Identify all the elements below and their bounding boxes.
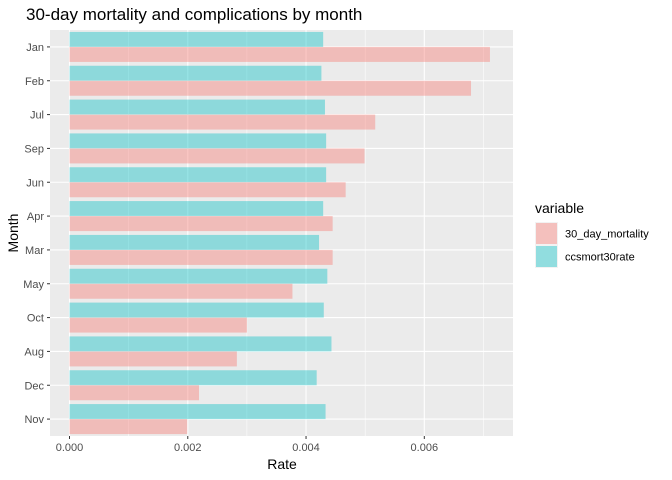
bar-ccsmort30rate (69, 99, 325, 115)
bar-30-day-mortality (69, 385, 200, 401)
y-tick-label: Apr (27, 211, 44, 223)
bar-30-day-mortality (69, 148, 365, 164)
legend-label: ccsmort30rate (565, 252, 635, 264)
x-tick-label: 0.006 (411, 442, 439, 454)
y-tick-label: Oct (27, 313, 44, 325)
legend: variable 30_day_mortality ccsmort30rate (535, 200, 649, 268)
y-tick-label: Feb (25, 76, 44, 88)
bar-ccsmort30rate (69, 336, 332, 352)
bar-ccsmort30rate (69, 404, 326, 420)
x-axis-title: Rate (267, 456, 297, 472)
y-tick-label: Jun (26, 177, 44, 189)
legend-key-swatch (536, 246, 557, 267)
bar-ccsmort30rate (69, 302, 324, 318)
y-tick-label: Aug (24, 346, 44, 358)
bar-ccsmort30rate (69, 65, 322, 81)
bar-ccsmort30rate (69, 31, 324, 47)
bar-30-day-mortality (69, 182, 346, 198)
y-tick-label: Mar (25, 245, 44, 257)
bars (69, 31, 490, 435)
x-tick-label: 0.004 (292, 442, 320, 454)
y-tick-label: Dec (24, 380, 44, 392)
y-axis-title: Month (5, 214, 21, 253)
legend-title: variable (535, 200, 584, 216)
legend-key-bg (535, 245, 558, 268)
x-axis-ticks: 0.000 0.002 0.004 0.006 (56, 436, 438, 454)
legend-key-bg (535, 222, 558, 245)
y-tick-label: Sep (24, 143, 44, 155)
bar-30-day-mortality (69, 80, 472, 96)
bar-30-day-mortality (69, 317, 247, 333)
bar-30-day-mortality (69, 351, 237, 367)
y-axis-ticks: Jan Feb Jul Sep Jun Apr Mar May Oct Aug Dec Nov (23, 42, 50, 426)
bar-30-day-mortality (69, 249, 333, 265)
plot-panel (50, 30, 513, 436)
legend-label: 30_day_mortality (565, 229, 649, 241)
bar-30-day-mortality (69, 46, 490, 62)
bar-ccsmort30rate (69, 167, 327, 183)
bar-30-day-mortality (69, 216, 333, 232)
bar-30-day-mortality (69, 114, 376, 130)
y-tick-label: May (23, 279, 44, 291)
legend-key-swatch (536, 223, 557, 244)
y-tick-label: Jul (30, 110, 44, 122)
chart-title: 30-day mortality and complications by mo… (26, 5, 362, 24)
grid-lines (50, 30, 513, 436)
x-tick-label: 0.002 (174, 442, 202, 454)
bar-30-day-mortality (69, 283, 293, 299)
x-tick-label: 0.000 (56, 442, 84, 454)
bar-ccsmort30rate (69, 370, 317, 386)
bar-ccsmort30rate (69, 133, 327, 149)
bar-ccsmort30rate (69, 268, 328, 284)
bar-ccsmort30rate (69, 201, 324, 217)
bar-ccsmort30rate (69, 234, 320, 250)
y-tick-label: Nov (24, 414, 44, 426)
bar-30-day-mortality (69, 419, 188, 435)
y-tick-label: Jan (26, 42, 44, 54)
